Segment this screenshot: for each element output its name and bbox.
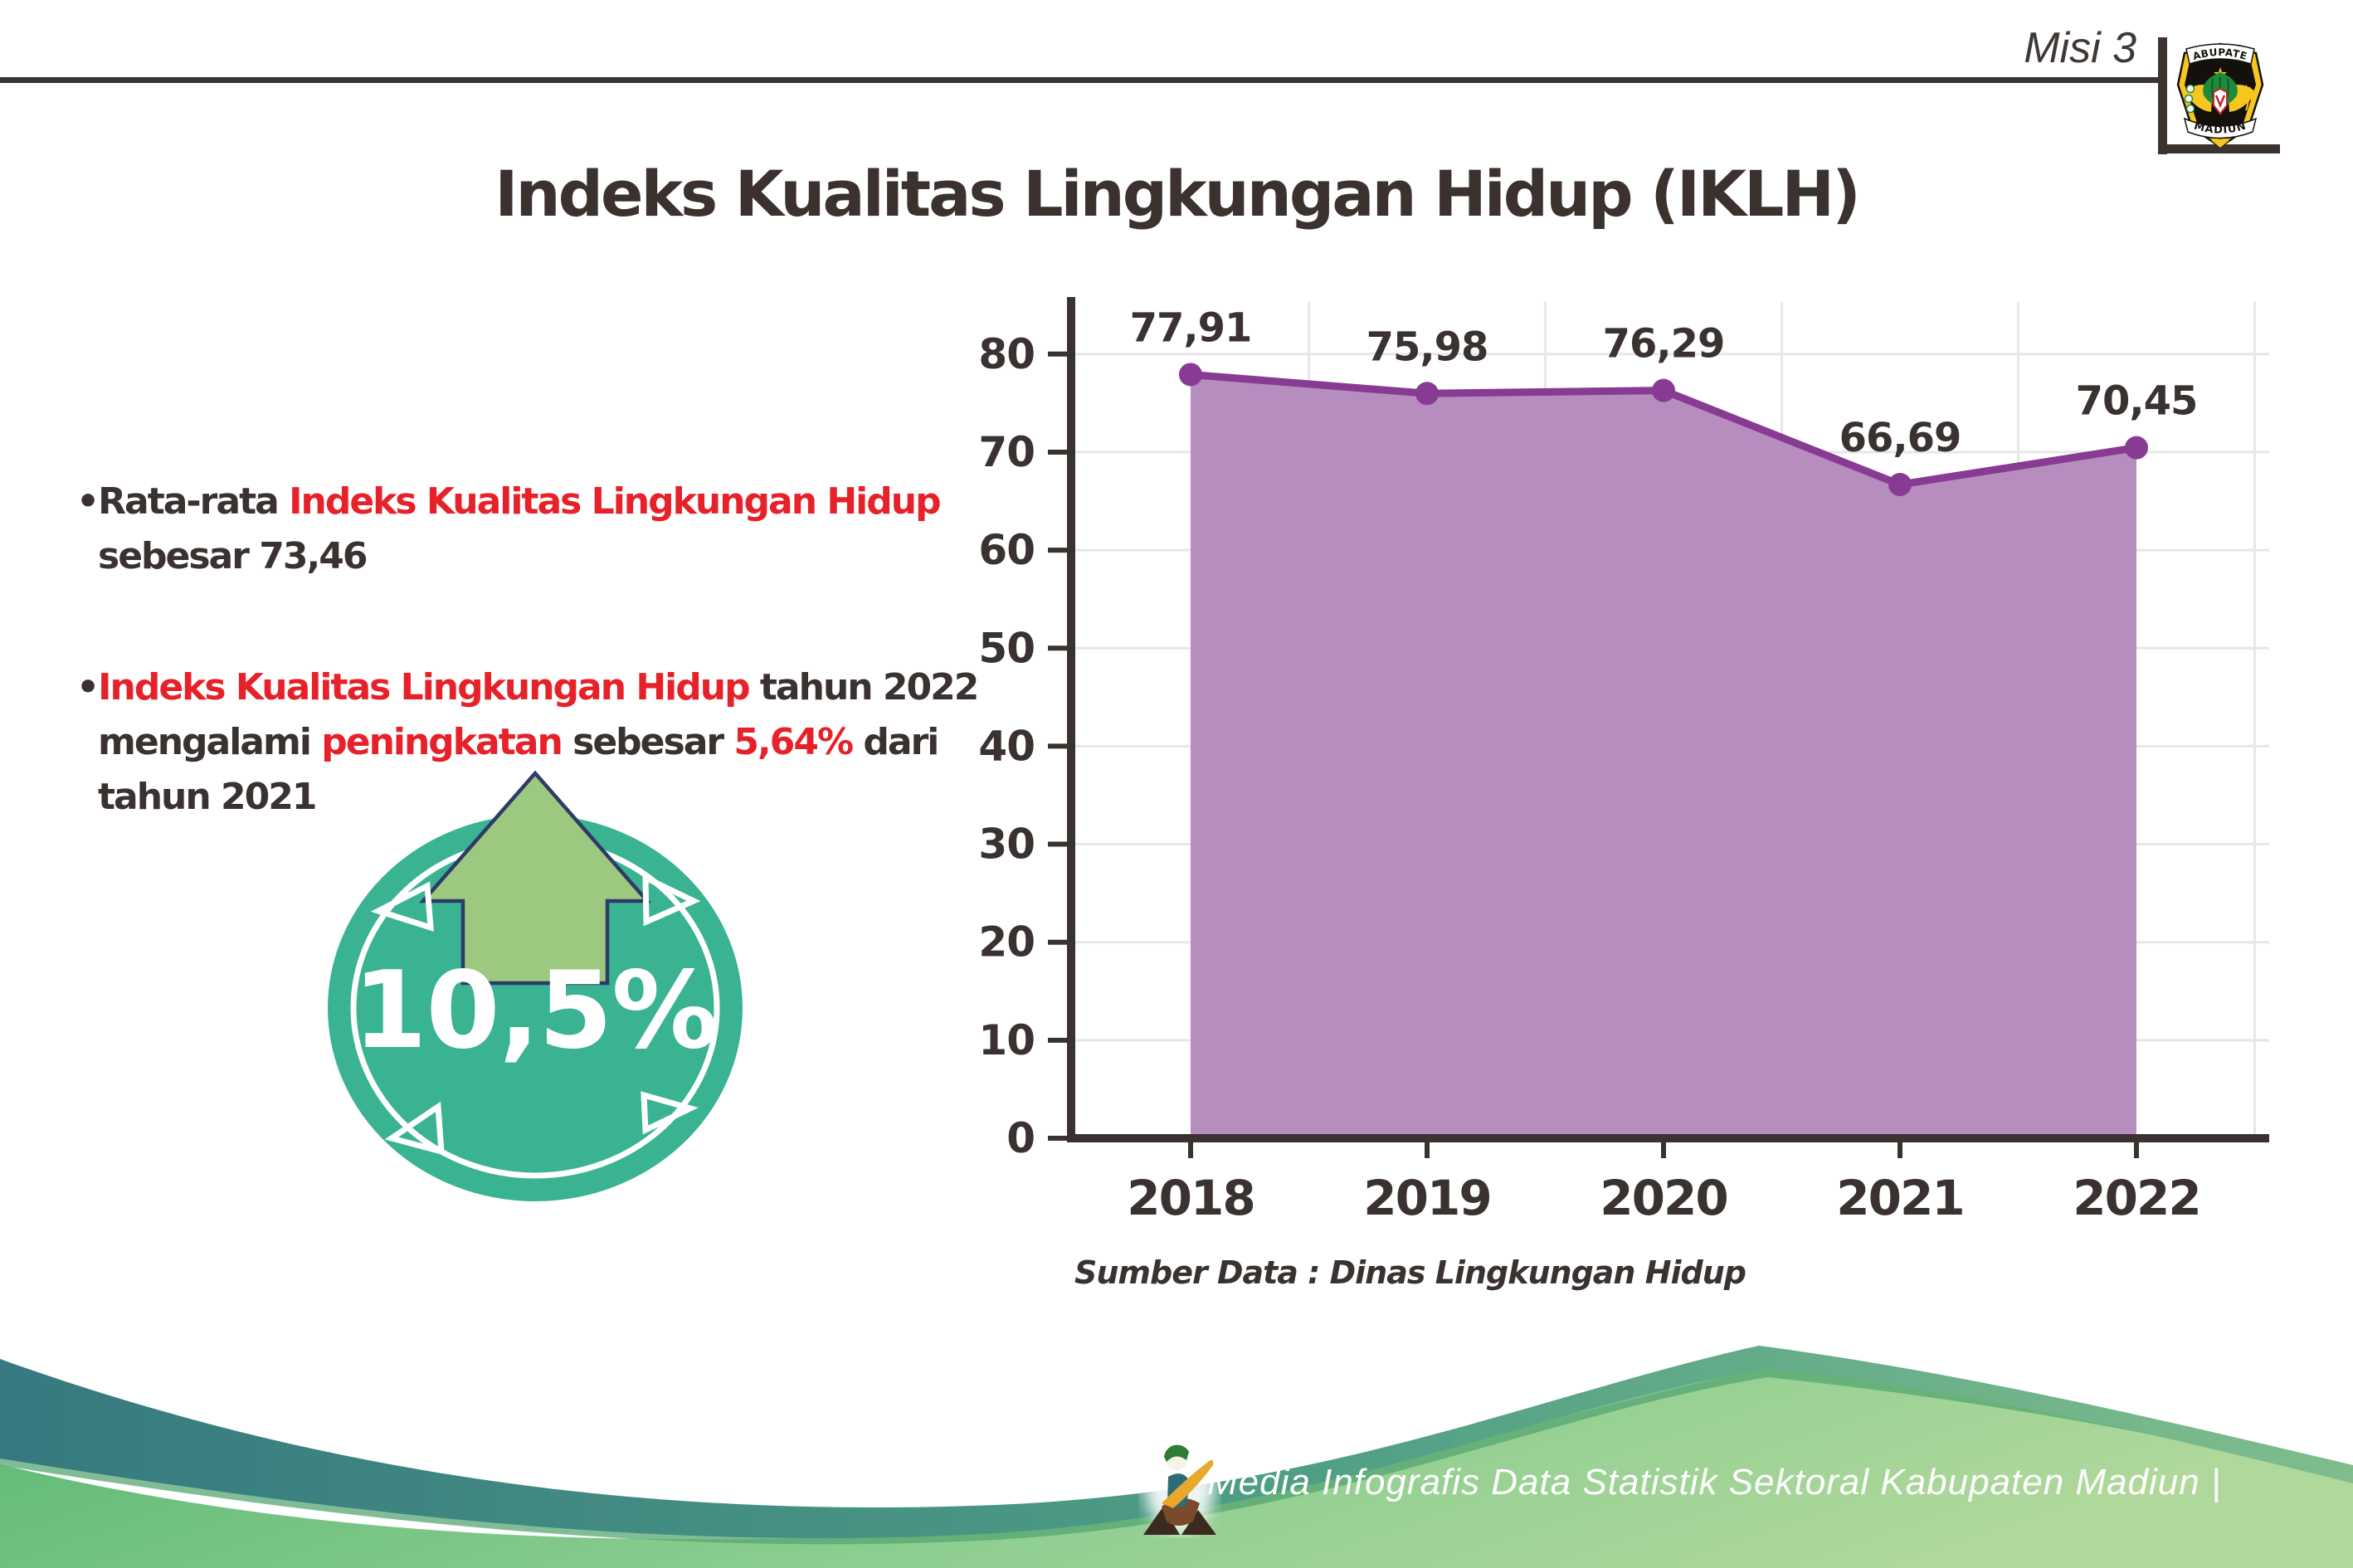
- data-label: 70,45: [2076, 378, 2198, 425]
- data-point: [1888, 473, 1912, 497]
- page-title: Indeks Kualitas Lingkungan Hidup (IKLH): [494, 156, 1861, 231]
- data-point: [2125, 436, 2148, 460]
- logo-bottom-text: MADIUN: [2193, 119, 2248, 136]
- burst-triangle-lower-right: [641, 1091, 699, 1135]
- x-tick-label: 2021: [1836, 1170, 1963, 1226]
- x-tick-label: 2019: [1363, 1170, 1490, 1226]
- footer-wave-light: [0, 1368, 2353, 1568]
- data-label: 77,91: [1130, 304, 1252, 351]
- burst-triangle-lower-left: [384, 1101, 445, 1156]
- bullet-iklh-2022-increase: •Indeks Kualitas Lingkungan Hidup tahun …: [76, 666, 979, 818]
- y-tick-label: 50: [978, 624, 1035, 672]
- y-tick-label: 80: [978, 330, 1035, 378]
- burst-triangle-upper-left: [370, 881, 434, 932]
- bullet-marker: •: [76, 666, 100, 709]
- x-tick-label: 2020: [1600, 1170, 1727, 1226]
- key-findings: •Rata-rata Indeks Kualitas Lingkungan Hi…: [76, 475, 1006, 825]
- data-label: 75,98: [1366, 324, 1488, 370]
- y-tick-label: 10: [978, 1016, 1035, 1064]
- bullet-average-iklh: •Rata-rata Indeks Kualitas Lingkungan Hi…: [76, 480, 942, 577]
- y-tick-label: 0: [1006, 1114, 1035, 1162]
- source-note: Sumber Data : Dinas Lingkungan Hidup: [1074, 1254, 1746, 1291]
- logo-bottom-emblem: [2211, 140, 2229, 148]
- bullet-marker: •: [76, 480, 100, 523]
- logo-center-shield: [2213, 87, 2228, 115]
- increase-badge: 10,5%: [328, 770, 743, 1201]
- header-rule: [0, 77, 2158, 83]
- y-tick-label: 70: [978, 428, 1035, 476]
- chart-area: [1191, 374, 2136, 1138]
- x-tick-label: 2018: [1127, 1170, 1254, 1226]
- iklh-chart: 0 10 20 30 40 50 60 70 80 2018 2019 2020 2021 2022 77,…: [978, 297, 2269, 1226]
- data-point: [1415, 382, 1439, 406]
- footer-credit: Media Infografis Data Statistik Sektoral…: [1207, 1462, 2222, 1502]
- data-label: 76,29: [1603, 321, 1725, 368]
- badge-value: 10,5%: [353, 949, 717, 1073]
- mascot-arm: [1162, 1459, 1214, 1508]
- burst-triangle-upper-right: [642, 873, 701, 927]
- mission-label: Misi 3: [2024, 24, 2136, 72]
- data-label: 66,69: [1839, 415, 1961, 461]
- logo-ribbon-top: [2185, 43, 2255, 65]
- statistics-mascot-logo: [1143, 1440, 1216, 1535]
- logo-bracket-horizontal: [2158, 144, 2280, 153]
- y-tick-label: 20: [978, 918, 1035, 967]
- y-tick-label: 60: [978, 526, 1035, 574]
- logo-bracket-vertical: [2158, 37, 2167, 154]
- svg-text:MADIUN: MADIUN: [2193, 119, 2248, 136]
- mascot-cap: [1164, 1444, 1189, 1462]
- logo-ribbon-bottom: [2183, 117, 2258, 139]
- x-tick-label: 2022: [2073, 1170, 2200, 1226]
- data-point: [1652, 378, 1675, 402]
- data-point: [1179, 363, 1202, 387]
- y-tick-label: 40: [978, 722, 1035, 770]
- kabupaten-madiun-logo: KABUPATEN MADIUN: [2170, 39, 2264, 149]
- y-tick-label: 30: [978, 821, 1035, 869]
